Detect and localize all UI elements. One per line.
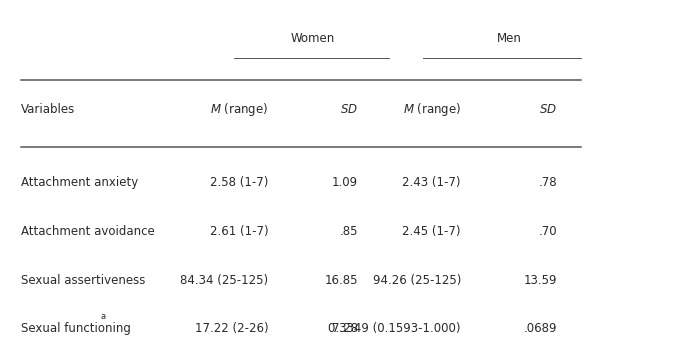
Text: 16.85: 16.85 xyxy=(324,274,358,286)
Text: $\mathit{M}$ (range): $\mathit{M}$ (range) xyxy=(402,101,461,118)
Text: Attachment anxiety: Attachment anxiety xyxy=(21,176,138,189)
Text: 2.61 (1-7): 2.61 (1-7) xyxy=(210,225,268,238)
Text: .0689: .0689 xyxy=(524,322,557,335)
Text: 94.26 (25-125): 94.26 (25-125) xyxy=(373,274,461,286)
Text: 7.28: 7.28 xyxy=(332,322,358,335)
Text: 13.59: 13.59 xyxy=(524,274,557,286)
Text: Sexual assertiveness: Sexual assertiveness xyxy=(21,274,145,286)
Text: $\mathit{SD}$: $\mathit{SD}$ xyxy=(539,103,557,116)
Text: 2.43 (1-7): 2.43 (1-7) xyxy=(402,176,461,189)
Text: Men: Men xyxy=(497,33,522,45)
Text: Women: Women xyxy=(291,33,335,45)
Text: 0.3349 (0.1593-1.000): 0.3349 (0.1593-1.000) xyxy=(328,322,461,335)
Text: 17.22 (2-26): 17.22 (2-26) xyxy=(195,322,268,335)
Text: 2.58 (1-7): 2.58 (1-7) xyxy=(210,176,268,189)
Text: .70: .70 xyxy=(539,225,557,238)
Text: Attachment avoidance: Attachment avoidance xyxy=(21,225,154,238)
Text: 1.09: 1.09 xyxy=(332,176,358,189)
Text: Variables: Variables xyxy=(21,103,75,116)
Text: .78: .78 xyxy=(539,176,557,189)
Text: 84.34 (25-125): 84.34 (25-125) xyxy=(180,274,268,286)
Text: .85: .85 xyxy=(339,225,358,238)
Text: a: a xyxy=(100,312,106,321)
Text: 2.45 (1-7): 2.45 (1-7) xyxy=(402,225,461,238)
Text: $\mathit{SD}$: $\mathit{SD}$ xyxy=(340,103,358,116)
Text: $\mathit{M}$ (range): $\mathit{M}$ (range) xyxy=(210,101,268,118)
Text: Sexual functioning: Sexual functioning xyxy=(21,322,131,335)
